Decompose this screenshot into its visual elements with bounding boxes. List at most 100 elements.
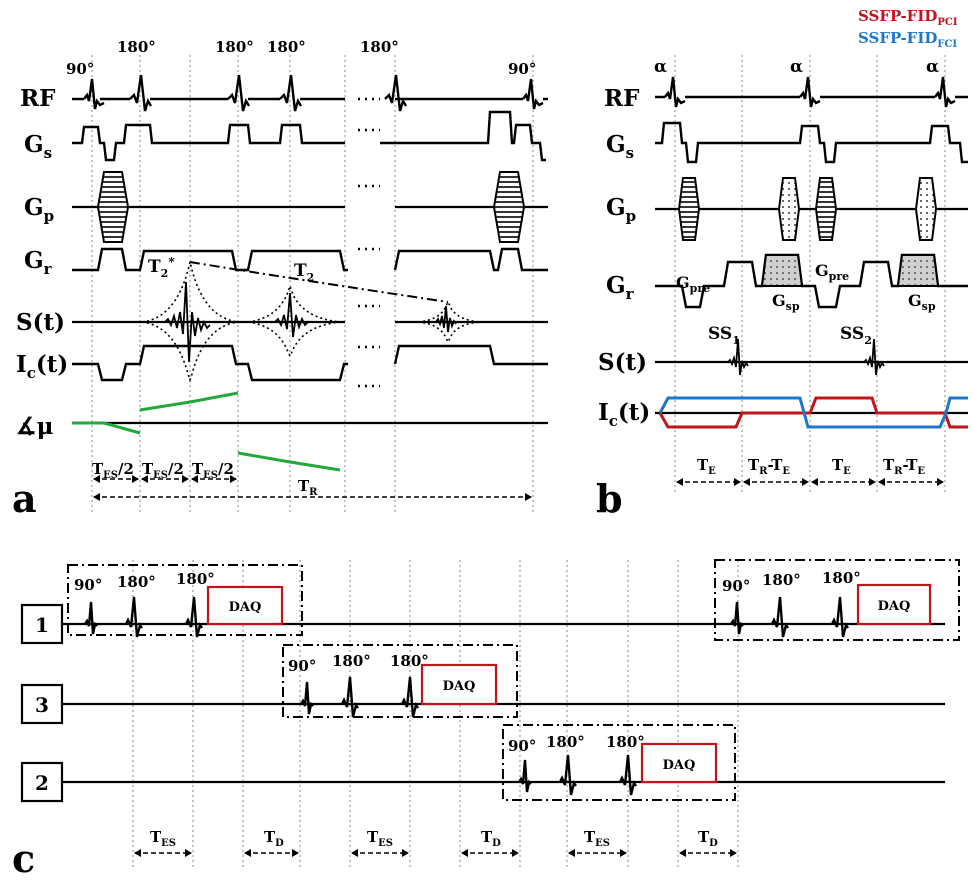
gsp-lobe-2 — [896, 254, 940, 287]
gp-table-b-2 — [814, 177, 838, 241]
c2-90: 90° — [508, 737, 536, 755]
slice-3-block — [282, 644, 518, 718]
panel-a-label: a — [12, 476, 37, 521]
panel-a-current — [72, 344, 548, 382]
row-label-3: 3 — [35, 693, 49, 717]
pulse-label-180-4: 180° — [360, 38, 399, 56]
panel-a-gr — [72, 247, 548, 272]
row-label-current-b: Ic(t) — [598, 399, 650, 430]
panel-a-rf — [72, 74, 548, 112]
gsp-lobe-1 — [760, 254, 804, 287]
panel-a-guides — [91, 55, 534, 515]
alpha-1: α — [654, 57, 667, 77]
row-box-2 — [20, 761, 64, 803]
row-label-gp: Gp — [24, 194, 54, 225]
row-label-current: Ic(t) — [16, 351, 68, 382]
tes-half-1: TES/2 — [92, 460, 134, 481]
t2-label: T2 — [294, 261, 314, 284]
slice-1-block-b — [714, 559, 960, 641]
panel-a: RF Gs Gp Gr S(t) Ic(t) ∡μ 90° 180° 180° … — [12, 38, 548, 521]
c1a-90: 90° — [74, 576, 102, 594]
pulse-label-90-2: 90° — [508, 60, 536, 78]
phase-encode-table-2 — [492, 171, 526, 243]
row-box-1 — [20, 603, 64, 645]
c3-180-1: 180° — [332, 652, 371, 670]
te-label-1: TE — [697, 456, 716, 477]
alpha-2: α — [790, 57, 803, 77]
c2-180-2: 180° — [606, 733, 645, 751]
pulse-label-180-1: 180° — [117, 38, 156, 56]
daq-2: DAQ — [663, 758, 696, 773]
row-label-rf-b: RF — [604, 85, 640, 112]
gp-table-b-1 — [677, 177, 701, 241]
panel-b-signal — [655, 338, 968, 376]
row-label-gr: Gr — [24, 247, 53, 278]
c-tes-2: TES — [367, 828, 393, 849]
c1b-90: 90° — [722, 577, 750, 595]
row-label-signal-b: S(t) — [598, 349, 647, 376]
te-label-2: TE — [832, 456, 851, 477]
ss1-label: SS1 — [708, 324, 740, 347]
row-label-gr-b: Gr — [606, 272, 635, 303]
c1b-180-1: 180° — [762, 571, 801, 589]
c-tes-1: TES — [150, 828, 176, 849]
alpha-3: α — [926, 57, 939, 77]
row-label-phase: ∡μ — [16, 413, 54, 440]
panel-b: RF Gs Gp Gr S(t) Ic(t) α α α Gpre Gpre G… — [596, 55, 968, 521]
tes-half-2: TES/2 — [142, 460, 184, 481]
legend-pci: SSFP-FIDPCI — [858, 7, 958, 28]
panel-b-guides — [674, 55, 946, 495]
pulse-label-90: 90° — [66, 60, 94, 78]
row-label-rf: RF — [20, 85, 56, 112]
pulse-label-180-2: 180° — [215, 38, 254, 56]
panel-c-label: c — [12, 836, 35, 881]
gpre-label-2: Gpre — [815, 261, 849, 283]
trte-label-2: TR-TE — [883, 456, 925, 477]
c1a-180-1: 180° — [117, 573, 156, 591]
gsp-label-1: Gsp — [772, 291, 800, 313]
tes-half-3: TES/2 — [192, 460, 234, 481]
c-td-1: TD — [264, 828, 284, 849]
daq-1a: DAQ — [229, 600, 262, 615]
panel-b-current — [655, 396, 968, 429]
gp-rewind-b-1 — [777, 177, 801, 241]
panel-a-gs — [72, 110, 546, 162]
daq-1b: DAQ — [878, 599, 911, 614]
panel-c: 1 3 2 90° 180° 180° DAQ 90° 180° — [12, 559, 960, 881]
c-td-2: TD — [481, 828, 501, 849]
row-label-1: 1 — [35, 613, 49, 637]
trte-label-1: TR-TE — [748, 456, 790, 477]
c1a-180-2: 180° — [176, 570, 215, 588]
panel-b-gs — [655, 121, 968, 164]
row-label-signal: S(t) — [16, 309, 65, 336]
panel-a-phase — [72, 384, 548, 472]
c3-90: 90° — [288, 657, 316, 675]
gpre-label-1: Gpre — [676, 273, 710, 295]
c1b-180-2: 180° — [822, 569, 861, 587]
panel-a-signal — [72, 261, 548, 383]
daq-3: DAQ — [443, 679, 476, 694]
c3-180-2: 180° — [390, 652, 429, 670]
row-label-gs: Gs — [24, 131, 52, 162]
row-label-gp-b: Gp — [606, 194, 636, 225]
row-label-2: 2 — [35, 771, 49, 795]
phase-encode-table-1 — [96, 171, 130, 243]
panel-b-rf — [655, 76, 968, 108]
c-tes-3: TES — [584, 828, 610, 849]
slice-1-block-a — [67, 564, 303, 638]
gsp-label-2: Gsp — [908, 291, 936, 313]
t2star-label: T2* — [148, 255, 175, 280]
legend: SSFP-FIDPCI SSFP-FIDFCI — [858, 7, 958, 50]
gp-rewind-b-2 — [914, 177, 938, 241]
tr-label: TR — [298, 477, 318, 498]
ss2-label: SS2 — [840, 324, 872, 347]
c2-180-1: 180° — [546, 733, 585, 751]
legend-fci: SSFP-FIDFCI — [858, 29, 957, 50]
panel-b-label: b — [596, 476, 623, 521]
slice-2-block — [502, 724, 736, 801]
pulse-label-180-3: 180° — [267, 38, 306, 56]
panel-a-timing — [93, 475, 532, 501]
c-td-3: TD — [698, 828, 718, 849]
row-label-gs-b: Gs — [606, 131, 634, 162]
